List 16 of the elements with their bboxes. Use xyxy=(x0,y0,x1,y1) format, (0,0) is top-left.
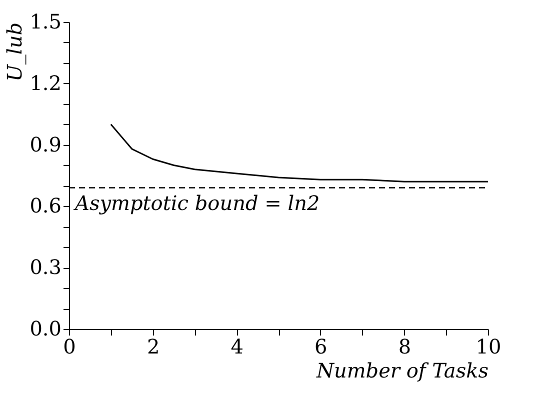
line-series xyxy=(110,124,489,182)
x-tick-label: 4 xyxy=(230,334,244,358)
x-tick-label: 0 xyxy=(63,334,76,358)
y-axis-title: U_lub xyxy=(2,22,27,82)
y-tick-label: 0.0 xyxy=(30,316,62,340)
x-tick-label: 6 xyxy=(314,334,328,358)
x-tick-label: 8 xyxy=(398,334,412,358)
x-tick-label: 2 xyxy=(146,334,160,358)
y-tick-label: 0.3 xyxy=(30,255,62,280)
y-tick-label: 0.9 xyxy=(30,132,62,156)
y-tick-label: 1.2 xyxy=(30,70,62,95)
y-tick-label: 0.6 xyxy=(30,194,62,218)
x-axis-title: Number of Tasks xyxy=(315,358,488,382)
x-tick-label: 10 xyxy=(476,334,502,358)
ref-line-label: Asymptotic bound = ln2 xyxy=(73,190,320,215)
y-tick-label: 1.5 xyxy=(30,10,62,34)
